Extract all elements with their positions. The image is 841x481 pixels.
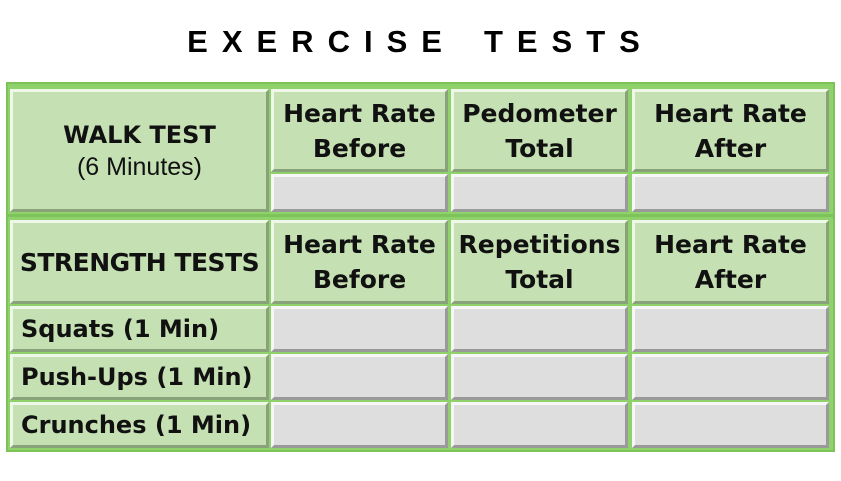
crunches-heart-rate-after-input[interactable] xyxy=(632,402,829,448)
header-line: Pedometer xyxy=(462,98,617,128)
title-word-exercise: EXERCISE xyxy=(187,24,456,59)
header-line: Heart Rate xyxy=(283,230,436,259)
crunches-heart-rate-before-input[interactable] xyxy=(271,402,448,448)
strength-header-heart-rate-after: Heart Rate After xyxy=(632,220,829,304)
header-line: Before xyxy=(312,133,407,163)
walk-test-duration: (6 Minutes) xyxy=(76,152,203,181)
row-label-text: Push-Ups (1 Min) xyxy=(21,363,253,391)
walk-header-heart-rate-before: Heart Rate Before xyxy=(271,89,448,172)
strength-header-heart-rate-before: Heart Rate Before xyxy=(271,220,448,304)
header-line: After xyxy=(694,133,767,163)
page-title: EXERCISE TESTS xyxy=(0,24,841,60)
header-line: Heart Rate xyxy=(654,98,807,128)
title-word-tests: TESTS xyxy=(483,24,654,59)
row-label-crunches: Crunches (1 Min) xyxy=(10,402,269,448)
squats-heart-rate-after-input[interactable] xyxy=(632,306,829,352)
squats-repetitions-total-input[interactable] xyxy=(451,306,628,352)
header-line: Before xyxy=(312,265,407,294)
walk-input-heart-rate-before[interactable] xyxy=(271,174,448,212)
walk-header-heart-rate-after: Heart Rate After xyxy=(632,89,829,172)
row-label-text: Squats (1 Min) xyxy=(21,315,220,343)
walk-input-heart-rate-after[interactable] xyxy=(632,174,829,212)
header-line: Heart Rate xyxy=(283,98,436,128)
strength-tests-title: STRENGTH TESTS xyxy=(19,247,260,277)
row-label-squats: Squats (1 Min) xyxy=(10,306,269,352)
row-label-push-ups: Push-Ups (1 Min) xyxy=(10,354,269,400)
header-line: Total xyxy=(505,133,574,163)
crunches-repetitions-total-input[interactable] xyxy=(451,402,628,448)
row-label-text: Crunches (1 Min) xyxy=(21,411,252,439)
header-line: Heart Rate xyxy=(654,230,807,259)
squats-heart-rate-before-input[interactable] xyxy=(271,306,448,352)
walk-test-label-cell: WALK TEST (6 Minutes) xyxy=(10,89,269,212)
push-ups-heart-rate-after-input[interactable] xyxy=(632,354,829,400)
header-line: Repetitions xyxy=(458,230,621,259)
push-ups-heart-rate-before-input[interactable] xyxy=(271,354,448,400)
strength-header-repetitions-total: Repetitions Total xyxy=(451,220,628,304)
header-line: After xyxy=(694,265,767,294)
strength-tests-label-cell: STRENGTH TESTS xyxy=(10,220,269,304)
header-line: Total xyxy=(505,265,574,294)
walk-header-pedometer-total: Pedometer Total xyxy=(451,89,628,172)
push-ups-repetitions-total-input[interactable] xyxy=(451,354,628,400)
walk-test-title: WALK TEST xyxy=(63,120,216,149)
section-divider xyxy=(6,214,835,217)
walk-input-pedometer-total[interactable] xyxy=(451,174,628,212)
